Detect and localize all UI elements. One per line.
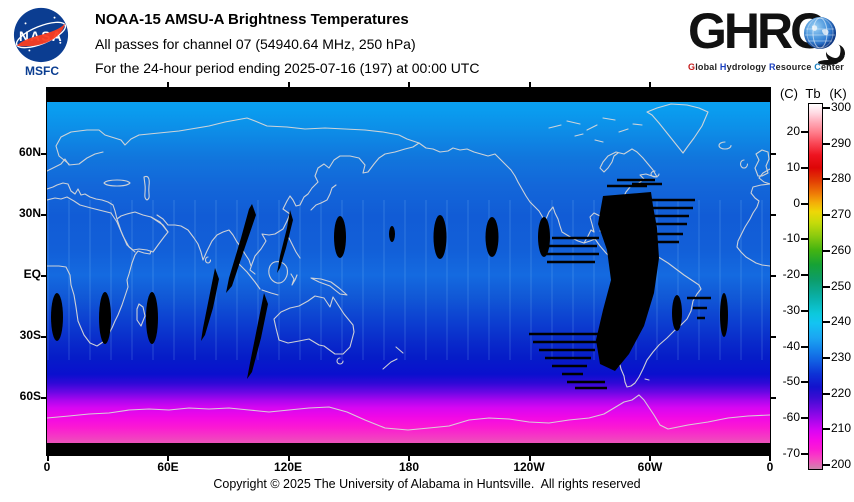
kelvin-tick-290: 290 bbox=[831, 136, 852, 150]
coastlines bbox=[47, 103, 770, 431]
lat-label-30n: 30N bbox=[18, 206, 41, 220]
kelvin-tick-210: 210 bbox=[831, 421, 852, 435]
celsius-tick-m50: -50 bbox=[782, 374, 800, 388]
colorbar-unit-celsius: (C) bbox=[779, 86, 799, 101]
msfc-label: MSFC bbox=[25, 64, 59, 78]
nasa-logo-icon: NASA bbox=[12, 6, 70, 64]
north-polar-gap bbox=[47, 88, 770, 102]
ghrc-globe-base bbox=[818, 60, 838, 65]
kelvin-tick-250: 250 bbox=[831, 279, 852, 293]
channel-subtitle: All passes for channel 07 (54940.64 MHz,… bbox=[95, 36, 416, 52]
lon-label-120w: 120W bbox=[513, 460, 545, 474]
celsius-tick-m40: -40 bbox=[782, 339, 800, 353]
celsius-tick-0: 0 bbox=[793, 196, 800, 210]
map-overlay bbox=[47, 88, 770, 455]
celsius-tick-m20: -20 bbox=[782, 267, 800, 281]
lon-label-60e: 60E bbox=[157, 460, 179, 474]
celsius-tick-m70: -70 bbox=[782, 446, 800, 460]
page-title: NOAA-15 AMSU-A Brightness Temperatures bbox=[95, 11, 409, 28]
celsius-tick-20: 20 bbox=[786, 124, 800, 138]
lat-label-60n: 60N bbox=[18, 145, 41, 159]
celsius-tick-m30: -30 bbox=[782, 303, 800, 317]
colorbar-title: Tb bbox=[805, 86, 821, 101]
celsius-tick-m10: -10 bbox=[782, 231, 800, 245]
ghrc-globe-icon bbox=[804, 17, 836, 49]
gap-swath-stripes bbox=[529, 178, 711, 390]
lon-label-120e: 120E bbox=[273, 460, 303, 474]
ghrc-tagline: Global Hydrology Resource Center bbox=[688, 62, 844, 72]
period-subtitle: For the 24-hour period ending 2025-07-16… bbox=[95, 60, 480, 76]
kelvin-tick-200: 200 bbox=[831, 457, 852, 471]
kelvin-tick-220: 220 bbox=[831, 386, 852, 400]
world-map-plot bbox=[46, 87, 771, 456]
celsius-tick-m60: -60 bbox=[782, 410, 800, 424]
no-data-gaps bbox=[47, 88, 770, 455]
colorbar bbox=[808, 103, 823, 470]
lon-label-60w: 60W bbox=[637, 460, 663, 474]
copyright-line: Copyright © 2025 The University of Alaba… bbox=[213, 477, 641, 491]
lat-label-60s: 60S bbox=[19, 389, 41, 403]
ghrc-logo: GHRC Global Hydrology Resource Center bbox=[688, 4, 850, 76]
ghrc-letters: GHRC bbox=[688, 3, 826, 59]
lon-label-180: 180 bbox=[398, 460, 420, 474]
lon-label-0e: 0 bbox=[766, 460, 774, 474]
kelvin-tick-230: 230 bbox=[831, 350, 852, 364]
colorbar-unit-kelvin: (K) bbox=[829, 86, 847, 101]
kelvin-tick-260: 260 bbox=[831, 243, 852, 257]
kelvin-tick-240: 240 bbox=[831, 314, 852, 328]
lon-label-0w: 0 bbox=[43, 460, 51, 474]
south-america-gap-swath bbox=[596, 192, 659, 371]
south-polar-gap bbox=[47, 443, 770, 455]
kelvin-tick-270: 270 bbox=[831, 207, 852, 221]
kelvin-tick-280: 280 bbox=[831, 171, 852, 185]
kelvin-tick-300: 300 bbox=[831, 100, 852, 114]
lat-label-30s: 30S bbox=[19, 328, 41, 342]
lat-label-eq: EQ bbox=[23, 267, 41, 281]
celsius-tick-10: 10 bbox=[786, 160, 800, 174]
